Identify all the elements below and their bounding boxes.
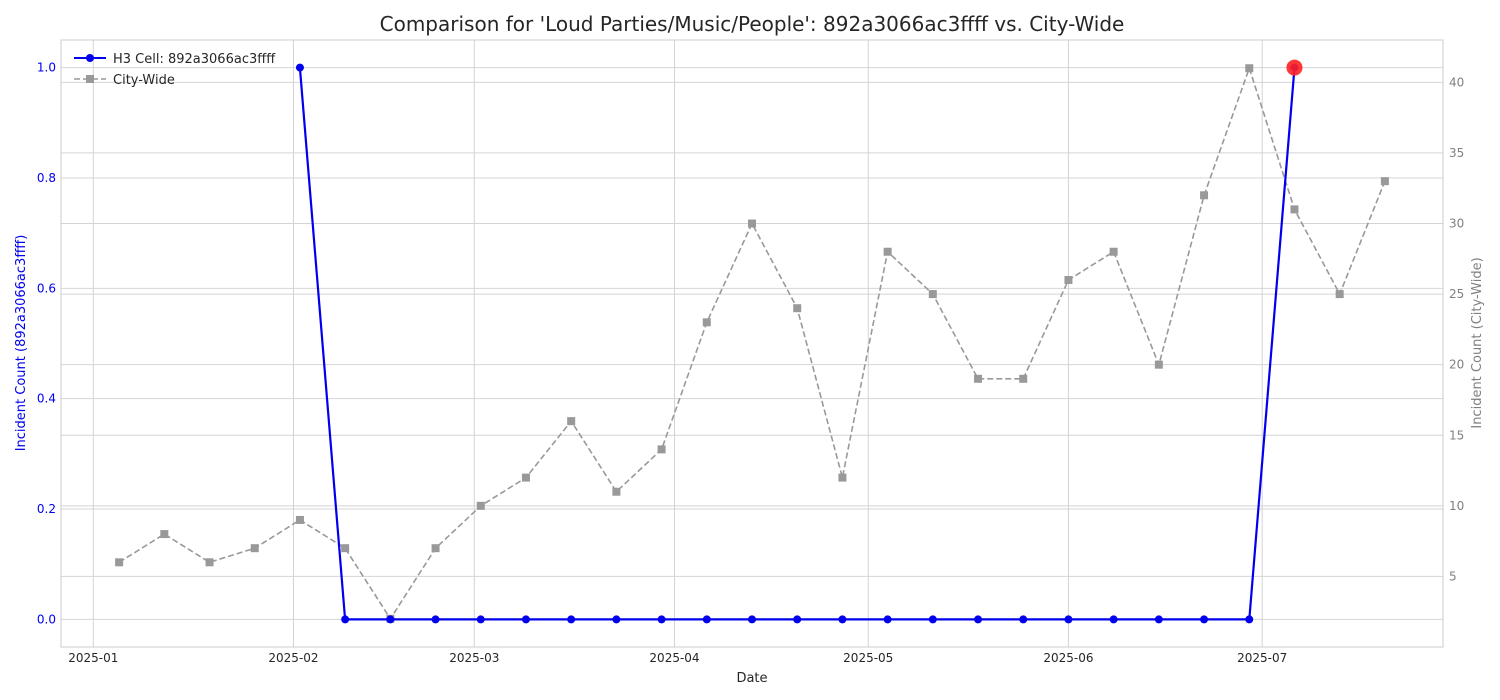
y-right-tick-label: 40 <box>1449 75 1464 89</box>
y-left-tick-label: 0.8 <box>37 171 56 185</box>
data-point-h3 <box>838 615 847 624</box>
data-point-h3 <box>1200 615 1209 624</box>
y-right-tick-label: 15 <box>1449 428 1464 442</box>
x-tick-label: 2025-04 <box>649 651 699 665</box>
data-point-city <box>748 219 756 228</box>
y-right-tick-label: 30 <box>1449 217 1464 231</box>
data-point-city <box>295 515 304 524</box>
data-point-h3 <box>431 615 440 624</box>
x-tick-label: 2025-05 <box>843 651 893 665</box>
data-point-city <box>1290 205 1299 214</box>
data-point-h3 <box>928 615 937 624</box>
data-point-h3 <box>386 615 395 624</box>
data-point-city <box>341 544 350 553</box>
data-point-city <box>1064 275 1073 284</box>
data-point-city <box>838 473 847 482</box>
y-axis-right-label: Incident Count (City-Wide) <box>1470 257 1485 428</box>
data-point-city <box>657 445 666 454</box>
legend-label-h3: H3 Cell: 892a3066ac3ffff <box>113 52 276 67</box>
legend-marker-city <box>86 75 94 83</box>
x-tick-label: 2025-07 <box>1237 651 1287 665</box>
chart-title: Comparison for 'Loud Parties/Music/Peopl… <box>380 12 1125 36</box>
legend: H3 Cell: 892a3066ac3ffff City-Wide <box>74 52 276 88</box>
data-point-city <box>974 374 983 383</box>
x-tick-label: 2025-06 <box>1043 651 1093 665</box>
data-point-city <box>702 318 711 327</box>
data-point-city <box>1200 191 1209 200</box>
data-point-city <box>476 501 485 510</box>
data-point-city <box>567 417 576 426</box>
x-tick-label: 2025-03 <box>449 651 499 665</box>
data-point-h3 <box>295 63 304 72</box>
data-point-city <box>1154 360 1163 369</box>
axis-ticks: 2025-01 2025-02 2025-03 2025-04 2025-05 2025-… <box>37 61 1464 665</box>
data-point-city <box>1245 64 1254 73</box>
y-right-tick-label: 20 <box>1449 358 1464 372</box>
y-left-tick-label: 0.6 <box>37 281 56 295</box>
data-point-city <box>250 544 259 553</box>
data-point-h3 <box>1019 615 1028 624</box>
data-point-city <box>205 558 214 567</box>
data-point-city <box>1335 290 1344 299</box>
y-left-tick-label: 0.4 <box>37 392 56 406</box>
data-point-h3 <box>521 615 530 624</box>
data-point-city <box>793 304 802 313</box>
data-point-city <box>521 473 530 482</box>
y-right-tick-label: 25 <box>1449 287 1464 301</box>
data-point-h3 <box>702 615 711 624</box>
data-point-city <box>115 558 124 567</box>
data-point-city <box>1019 374 1028 383</box>
y-right-tick-label: 10 <box>1449 499 1464 513</box>
highlight-point <box>1286 59 1303 76</box>
data-point-city <box>160 530 169 539</box>
data-point-city <box>431 544 440 553</box>
data-point-h3 <box>974 615 983 624</box>
data-point-h3 <box>1064 615 1073 624</box>
grid-lines <box>61 40 1443 647</box>
y-axis-left-label: Incident Count (892a3066ac3ffff) <box>14 235 29 452</box>
data-point-h3 <box>567 615 576 624</box>
data-point-h3 <box>341 615 350 624</box>
data-point-h3 <box>883 615 892 624</box>
y-left-tick-label: 1.0 <box>37 61 56 75</box>
legend-label-city: City-Wide <box>113 73 175 88</box>
data-point-h3 <box>1245 615 1254 624</box>
data-point-city <box>612 487 621 496</box>
x-axis-label: Date <box>736 671 767 686</box>
x-tick-label: 2025-02 <box>268 651 318 665</box>
data-point-h3 <box>1154 615 1163 624</box>
y-left-tick-label: 0.0 <box>37 612 56 626</box>
data-point-h3 <box>657 615 666 624</box>
plot-frame <box>60 39 1444 648</box>
data-point-city <box>1380 177 1389 186</box>
data-point-h3 <box>476 615 485 624</box>
data-point-h3 <box>612 615 621 624</box>
data-point-h3 <box>793 615 802 624</box>
y-right-tick-label: 35 <box>1449 146 1464 160</box>
data-point-city <box>928 290 937 299</box>
x-tick-label: 2025-01 <box>68 651 118 665</box>
data-point-h3 <box>1109 615 1118 624</box>
data-point-city <box>883 247 892 256</box>
y-left-tick-label: 0.2 <box>37 502 56 516</box>
data-point-h3 <box>748 615 756 624</box>
y-right-tick-label: 5 <box>1449 569 1457 583</box>
legend-marker-h3 <box>86 54 94 62</box>
series-layer <box>115 59 1389 624</box>
series-line-city <box>118 65 1386 621</box>
data-point-city <box>1109 247 1118 256</box>
